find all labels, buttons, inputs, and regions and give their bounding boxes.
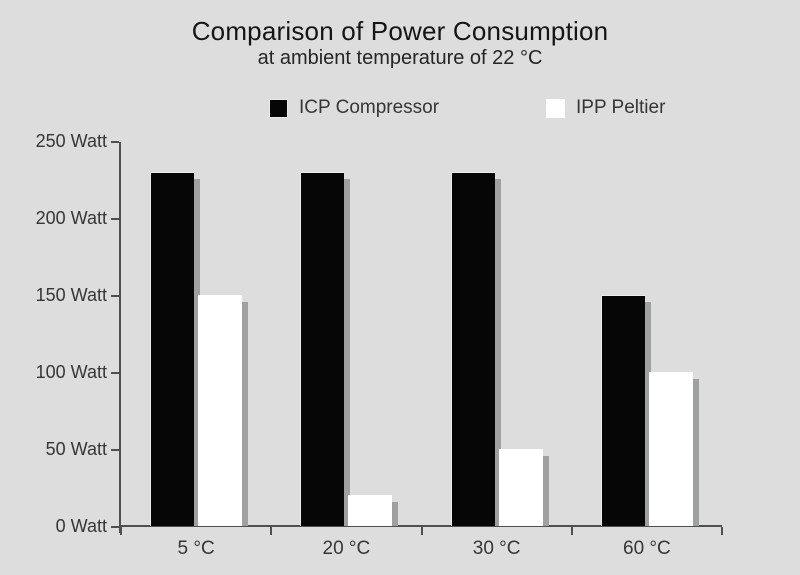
bar-icp-compressor-60 °C [600, 295, 645, 526]
x-tick-0 [120, 527, 122, 535]
bar-shadow-ipp-peltier-60 °C [692, 379, 699, 526]
bar-ipp-peltier-30 °C [498, 449, 543, 526]
x-axis-line [119, 525, 722, 527]
y-axis-line [119, 142, 121, 533]
bar-shadow-icp-compressor-5 °C [194, 178, 200, 526]
bar-icp-compressor-20 °C [300, 171, 345, 526]
y-tick-100 [111, 372, 119, 374]
bar-shadow-ipp-peltier-20 °C [392, 502, 399, 526]
legend-swatch-icp-compressor [269, 98, 288, 118]
chart-subtitle: at ambient temperature of 22 °C [257, 47, 543, 69]
legend-label-icp-compressor: ICP Compressor [299, 97, 440, 118]
x-tick-1 [270, 527, 273, 535]
y-tick-0 [111, 526, 119, 528]
y-tick-150 [111, 295, 119, 297]
legend-swatch-ipp-peltier [546, 98, 565, 118]
bar-shadow-ipp-peltier-5 °C [242, 302, 248, 526]
plot-area: 0 Watt 50 Watt 100 Watt 150 Watt 200 Watt 250… [36, 131, 723, 559]
legend-label-ipp-peltier: IPP Peltier [576, 97, 666, 118]
x-tick-3 [570, 527, 573, 535]
y-tick-label-150: 150 Watt [35, 285, 107, 305]
x-category-label-1: 5 °C [177, 538, 215, 559]
x-tick-4 [721, 527, 723, 535]
bar-shadow-ipp-peltier-30 °C [542, 456, 549, 526]
bar-shadow-icp-compressor-30 °C [494, 178, 501, 526]
bar-icp-compressor-30 °C [450, 171, 495, 526]
legend-item-ipp-peltier: IPP Peltier [546, 97, 665, 119]
y-tick-label-200: 200 Watt [35, 208, 107, 228]
bar-shadow-icp-compressor-60 °C [644, 302, 651, 526]
bar-ipp-peltier-20 °C [348, 495, 393, 526]
x-tick-2 [420, 527, 423, 535]
chart-title: Comparison of Power Consumption [191, 16, 609, 46]
y-tick-250 [111, 141, 119, 143]
legend-item-icp-compressor: ICP Compressor [269, 97, 439, 119]
y-tick-label-250: 250 Watt [35, 131, 107, 151]
x-category-label-2: 20 °C [322, 538, 371, 559]
y-tick-label-100: 100 Watt [35, 362, 107, 382]
bar-ipp-peltier-5 °C [198, 295, 242, 526]
bar-icp-compressor-5 °C [150, 171, 194, 526]
bar-ipp-peltier-60 °C [648, 372, 693, 526]
y-tick-200 [111, 218, 119, 220]
bar-shadow-icp-compressor-20 °C [344, 178, 351, 526]
y-tick-50 [111, 449, 119, 451]
y-tick-label-0: 0 Watt [55, 516, 107, 536]
x-category-label-4: 60 °C [623, 538, 671, 559]
x-category-label-3: 30 °C [472, 538, 521, 559]
y-tick-label-50: 50 Watt [45, 439, 107, 459]
